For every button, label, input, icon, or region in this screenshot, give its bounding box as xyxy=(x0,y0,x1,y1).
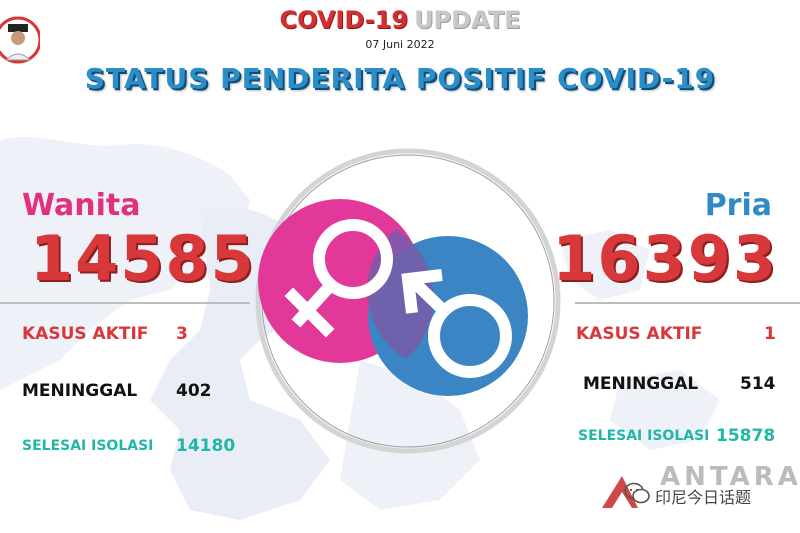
gender-symbol-graphic xyxy=(255,148,561,454)
wechat-icon xyxy=(624,482,650,504)
watermark-agency: ANTARA xyxy=(660,462,800,492)
antara-logo xyxy=(602,476,638,508)
official-portrait-logo xyxy=(0,16,40,64)
main-title: STATUS PENDERITA POSITIF COVID-19 xyxy=(84,62,716,95)
female-kasus-aktif-label: KASUS AKTIF xyxy=(22,324,149,344)
female-kasus-aktif-value: 3 xyxy=(176,324,188,344)
female-selesai-label: SELESAI ISOLASI xyxy=(22,438,154,454)
male-meninggal-value: 514 xyxy=(740,374,776,394)
female-selesai-value: 14180 xyxy=(176,436,236,456)
female-divider xyxy=(0,302,250,304)
male-total: 16393 xyxy=(552,222,778,295)
male-kasus-aktif-value: 1 xyxy=(764,324,776,344)
venus-icon xyxy=(284,219,393,338)
title-update: UPDATE xyxy=(414,6,521,34)
male-label: Pria xyxy=(704,188,772,223)
header-title: COVID-19 UPDATE xyxy=(0,6,800,34)
watermark-caption: 印尼今日话题 xyxy=(655,488,752,507)
report-date: 07 Juni 2022 xyxy=(365,38,435,51)
male-selesai-value: 15878 xyxy=(716,426,776,446)
male-meninggal-label: MENINGGAL xyxy=(583,374,699,394)
female-meninggal-label: MENINGGAL xyxy=(22,381,138,401)
female-total: 14585 xyxy=(30,222,256,295)
female-label: Wanita xyxy=(22,188,141,223)
female-meninggal-value: 402 xyxy=(176,381,212,401)
male-divider xyxy=(575,302,800,304)
male-selesai-label: SELESAI ISOLASI xyxy=(578,428,710,444)
mars-icon xyxy=(401,269,512,378)
male-kasus-aktif-label: KASUS AKTIF xyxy=(576,324,703,344)
title-covid: COVID-19 xyxy=(279,6,409,34)
